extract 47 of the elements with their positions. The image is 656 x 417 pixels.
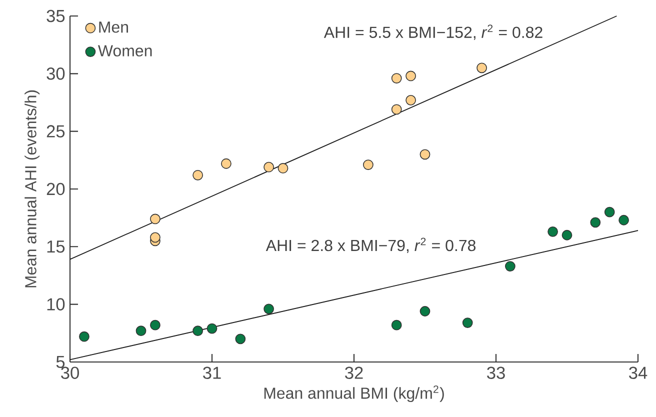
legend-label: Men bbox=[99, 22, 128, 33]
y-tick-label: 5 bbox=[56, 356, 65, 368]
point bbox=[562, 230, 572, 240]
point bbox=[590, 217, 601, 228]
point bbox=[192, 170, 204, 180]
point bbox=[278, 163, 288, 174]
point bbox=[420, 149, 430, 160]
point bbox=[406, 70, 416, 82]
x-tick-label: 34 bbox=[629, 366, 648, 379]
y-tick-label: 10 bbox=[47, 298, 65, 310]
point bbox=[406, 94, 416, 106]
point bbox=[504, 261, 516, 272]
point bbox=[192, 326, 204, 336]
y-tick-label: 35 bbox=[46, 10, 65, 22]
point bbox=[235, 334, 246, 344]
x-tick-label: 33 bbox=[487, 366, 505, 379]
point bbox=[264, 162, 274, 172]
annotation: AHI = 2.8 x BMI−79, r$^{2}$ = 0.78 bbox=[266, 238, 476, 254]
point bbox=[150, 320, 160, 330]
x-tick-label: 30 bbox=[61, 366, 79, 379]
y-tick-label: 30 bbox=[46, 68, 65, 80]
y-axis-title: Mean annual AHI (events/h) bbox=[24, 90, 40, 288]
point bbox=[150, 232, 160, 243]
point bbox=[79, 331, 90, 342]
point bbox=[391, 104, 402, 115]
point bbox=[420, 306, 430, 316]
point bbox=[221, 158, 232, 169]
x-axis-title: Mean annual BMI (kg/m$^{2}$) bbox=[264, 385, 444, 402]
annotation: AHI = 5.5 x BMI−152, r$^{2}$ = 0.82 bbox=[324, 24, 542, 40]
point bbox=[363, 160, 374, 170]
y-tick-label: 25 bbox=[46, 125, 65, 138]
x-tick-label: 31 bbox=[203, 366, 221, 379]
point bbox=[462, 318, 473, 328]
y-tick-label: 15 bbox=[47, 240, 65, 253]
point bbox=[206, 323, 218, 334]
point bbox=[604, 206, 615, 218]
point bbox=[136, 326, 146, 336]
point bbox=[618, 214, 629, 226]
point bbox=[391, 320, 402, 330]
x-tick-label: 32 bbox=[345, 366, 363, 379]
y-tick-label: 20 bbox=[46, 182, 65, 196]
point bbox=[391, 73, 402, 84]
point bbox=[548, 226, 558, 237]
point bbox=[476, 62, 487, 74]
point bbox=[264, 304, 274, 314]
point bbox=[150, 214, 160, 224]
legend-label: Women bbox=[98, 45, 152, 56]
